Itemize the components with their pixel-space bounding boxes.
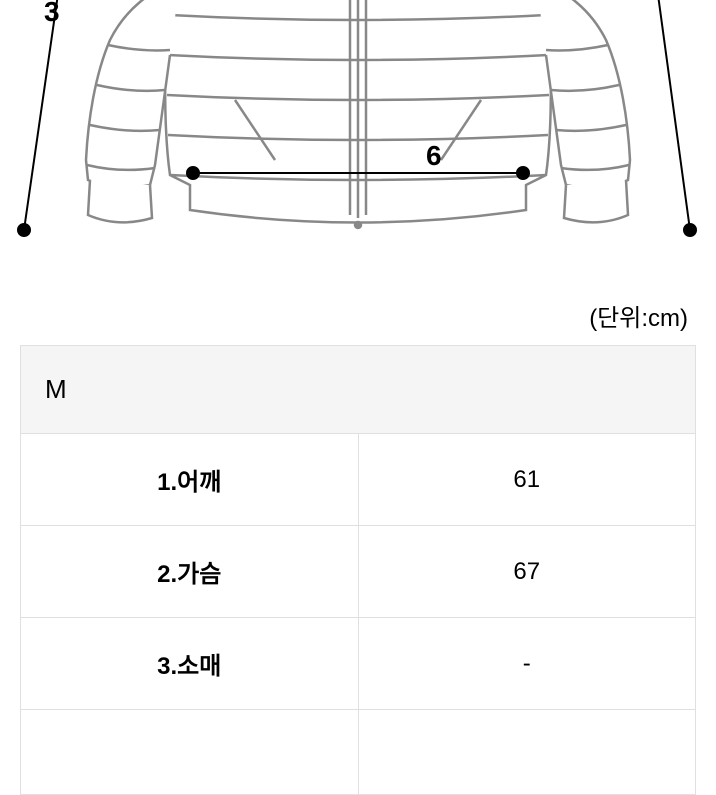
measure-label: 2.가슴 [21, 526, 359, 618]
table-row: 3.소매 - [21, 618, 696, 710]
table-row [21, 710, 696, 795]
size-table: M 1.어깨 61 2.가슴 67 3.소매 - [20, 345, 696, 795]
table-row: 1.어깨 61 [21, 434, 696, 526]
jacket-diagram: 3 6 [0, 0, 716, 280]
measure-label: 3.소매 [21, 618, 359, 710]
table-header-row: M [21, 346, 696, 434]
jacket-svg [0, 0, 716, 280]
unit-label: (단위:cm) [0, 280, 716, 345]
diagram-label-3: 3 [44, 0, 60, 28]
size-header: M [21, 346, 696, 434]
measure-value: 67 [358, 526, 696, 618]
measure-label [21, 710, 359, 795]
measure-value: 61 [358, 434, 696, 526]
table-row: 2.가슴 67 [21, 526, 696, 618]
measure-label: 1.어깨 [21, 434, 359, 526]
diagram-label-6: 6 [426, 140, 442, 172]
measure-value: - [358, 618, 696, 710]
measure-value [358, 710, 696, 795]
